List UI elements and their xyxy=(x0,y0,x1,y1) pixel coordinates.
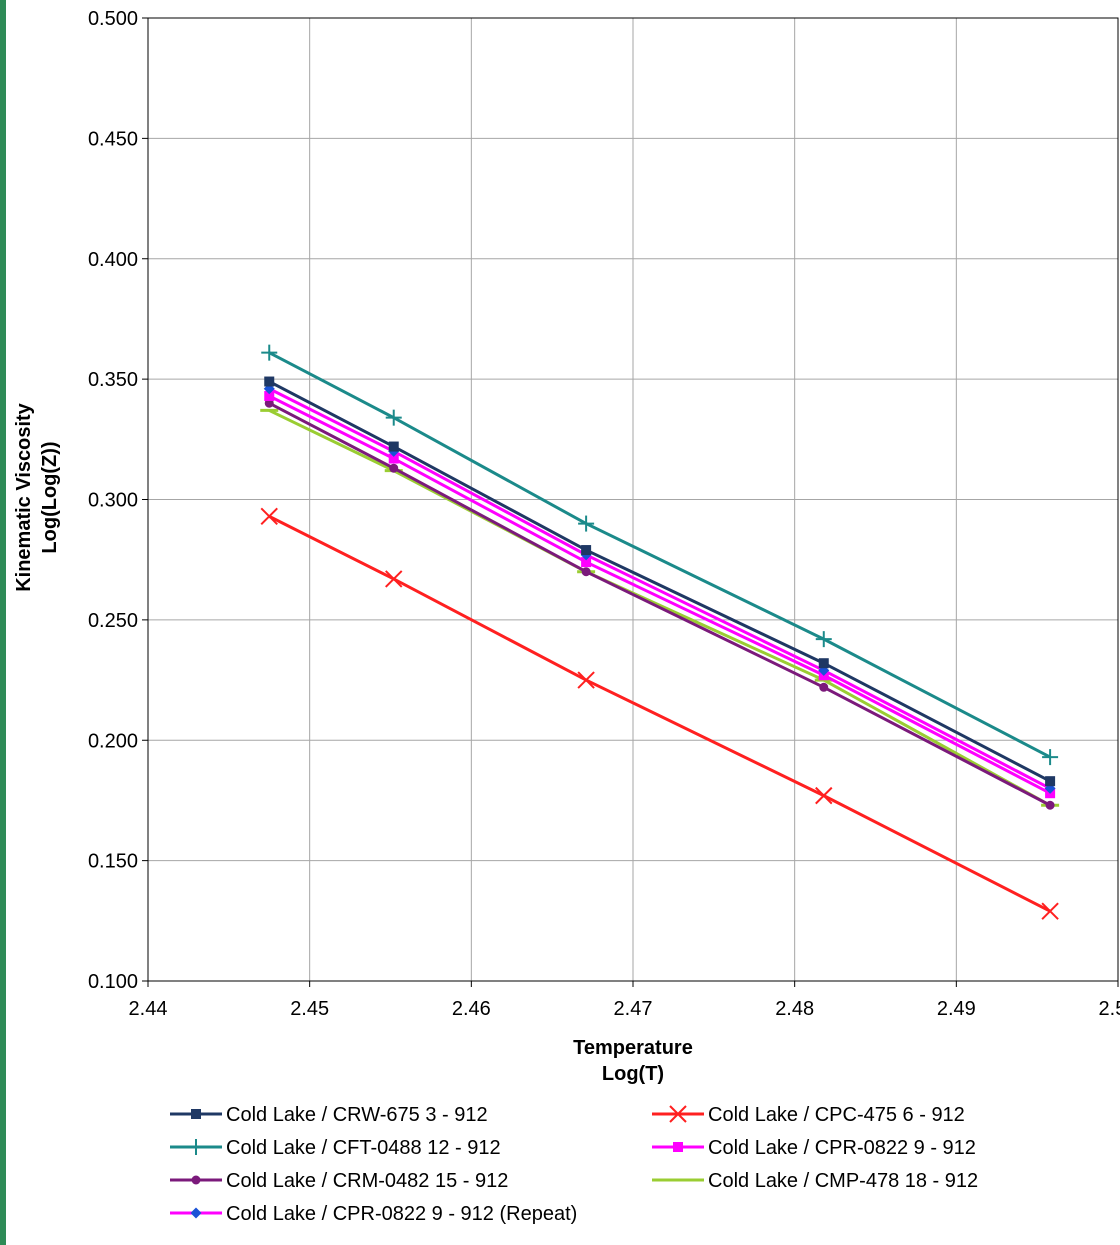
legend-item: Cold Lake / CPR-0822 9 - 912 (Repeat) xyxy=(170,1203,577,1225)
y-tick-label: 0.350 xyxy=(88,369,138,391)
data-point-marker xyxy=(1045,776,1056,787)
x-tick-label: 2.44 xyxy=(129,998,168,1020)
y-tick-label: 0.500 xyxy=(88,8,138,30)
data-point-marker xyxy=(260,507,278,526)
data-point-marker xyxy=(815,631,832,648)
legend-item: Cold Lake / CPR-0822 9 - 912 xyxy=(652,1137,976,1159)
data-point-marker xyxy=(1045,800,1055,810)
x-axis-title-line: Log(T) xyxy=(602,1063,664,1085)
data-point-marker xyxy=(385,409,402,426)
data-point-marker xyxy=(581,545,592,556)
x-tick-label: 2.50 xyxy=(1099,998,1120,1020)
data-point-marker xyxy=(578,515,595,532)
legend-item: Cold Lake / CRW-675 3 - 912 xyxy=(170,1104,488,1126)
legend-swatch-marker xyxy=(191,1109,201,1119)
x-marker-stroke xyxy=(260,507,278,526)
legend-item: Cold Lake / CFT-0488 12 - 912 xyxy=(170,1137,501,1159)
left-edge-stripe xyxy=(0,0,6,1245)
legend-item: Cold Lake / CPC-475 6 - 912 xyxy=(652,1104,965,1126)
series-2 xyxy=(260,507,1059,920)
x-marker-stroke xyxy=(815,786,833,805)
legend: Cold Lake / CRW-675 3 - 912 Cold Lake / C… xyxy=(170,1104,978,1225)
series-lines xyxy=(260,344,1060,920)
series-7 xyxy=(263,383,1056,794)
data-point-marker xyxy=(261,344,278,361)
y-tick-label: 0.150 xyxy=(88,851,138,873)
y-axis-title: Kinematic Viscosity Log(Log(Z)) xyxy=(13,402,61,591)
series-4 xyxy=(264,390,1056,799)
y-axis-title-line: Kinematic Viscosity xyxy=(13,402,35,591)
series-line xyxy=(268,380,1051,783)
series-line xyxy=(268,394,1051,795)
series-3 xyxy=(261,344,1059,766)
x-axis-tick-labels: 2.44 2.45 2.46 2.47 2.48 2.49 2.50 xyxy=(129,981,1120,1020)
x-marker-stroke xyxy=(385,570,403,588)
y-tick-label: 0.200 xyxy=(88,730,138,752)
y-tick-label: 0.250 xyxy=(88,610,138,632)
x-axis-title-line: Temperature xyxy=(573,1037,693,1059)
data-point-marker xyxy=(388,441,399,452)
y-tick-label: 0.450 xyxy=(88,128,138,150)
legend-label: Cold Lake / CPR-0822 9 - 912 xyxy=(708,1137,976,1159)
x-tick-label: 2.45 xyxy=(290,998,329,1020)
data-point-marker xyxy=(389,463,399,473)
x-marker-stroke xyxy=(669,1105,687,1123)
legend-label: Cold Lake / CRM-0482 15 - 912 xyxy=(226,1170,508,1192)
x-tick-label: 2.48 xyxy=(775,998,814,1020)
y-tick-label: 0.400 xyxy=(88,249,138,271)
x-tick-label: 2.46 xyxy=(452,998,491,1020)
x-axis-title: Temperature Log(T) xyxy=(573,1037,693,1085)
grid-lines xyxy=(147,17,1119,982)
legend-label: Cold Lake / CPC-475 6 - 912 xyxy=(708,1104,965,1126)
y-axis-tick-labels: 0.100 0.150 0.200 0.250 0.300 0.350 0.400 0.450… xyxy=(88,8,148,993)
series-line xyxy=(268,515,1051,913)
series-line xyxy=(268,351,1051,759)
legend-item: Cold Lake / CRM-0482 15 - 912 xyxy=(170,1170,508,1192)
series-line xyxy=(268,387,1051,790)
legend-label: Cold Lake / CMP-478 18 - 912 xyxy=(708,1170,978,1192)
legend-label: Cold Lake / CPR-0822 9 - 912 (Repeat) xyxy=(226,1203,577,1225)
data-point-marker xyxy=(577,671,595,689)
legend-label: Cold Lake / CFT-0488 12 - 912 xyxy=(226,1137,501,1159)
legend-swatch-marker xyxy=(191,1175,201,1185)
legend-swatch-marker xyxy=(188,1139,204,1155)
legend-swatch-marker xyxy=(669,1105,687,1123)
data-point-marker xyxy=(819,682,829,692)
x-tick-label: 2.47 xyxy=(614,998,653,1020)
x-marker-stroke xyxy=(577,671,595,689)
data-point-marker xyxy=(264,376,275,387)
legend-swatch-marker xyxy=(673,1142,683,1152)
data-point-marker xyxy=(581,567,591,577)
y-tick-label: 0.300 xyxy=(88,490,138,512)
data-point-marker xyxy=(1042,749,1059,766)
legend-item: Cold Lake / CMP-478 18 - 912 xyxy=(652,1170,978,1192)
y-axis-title-line: Log(Log(Z)) xyxy=(39,441,61,553)
series-1 xyxy=(264,376,1056,787)
data-point-marker xyxy=(818,658,829,669)
legend-label: Cold Lake / CRW-675 3 - 912 xyxy=(226,1104,488,1126)
y-tick-label: 0.100 xyxy=(88,971,138,993)
data-point-marker xyxy=(1041,902,1059,920)
data-point-marker xyxy=(385,570,403,588)
legend-swatch-marker xyxy=(190,1207,202,1219)
data-point-marker xyxy=(815,786,833,805)
x-tick-label: 2.49 xyxy=(937,998,976,1020)
x-marker-stroke xyxy=(1041,902,1059,920)
